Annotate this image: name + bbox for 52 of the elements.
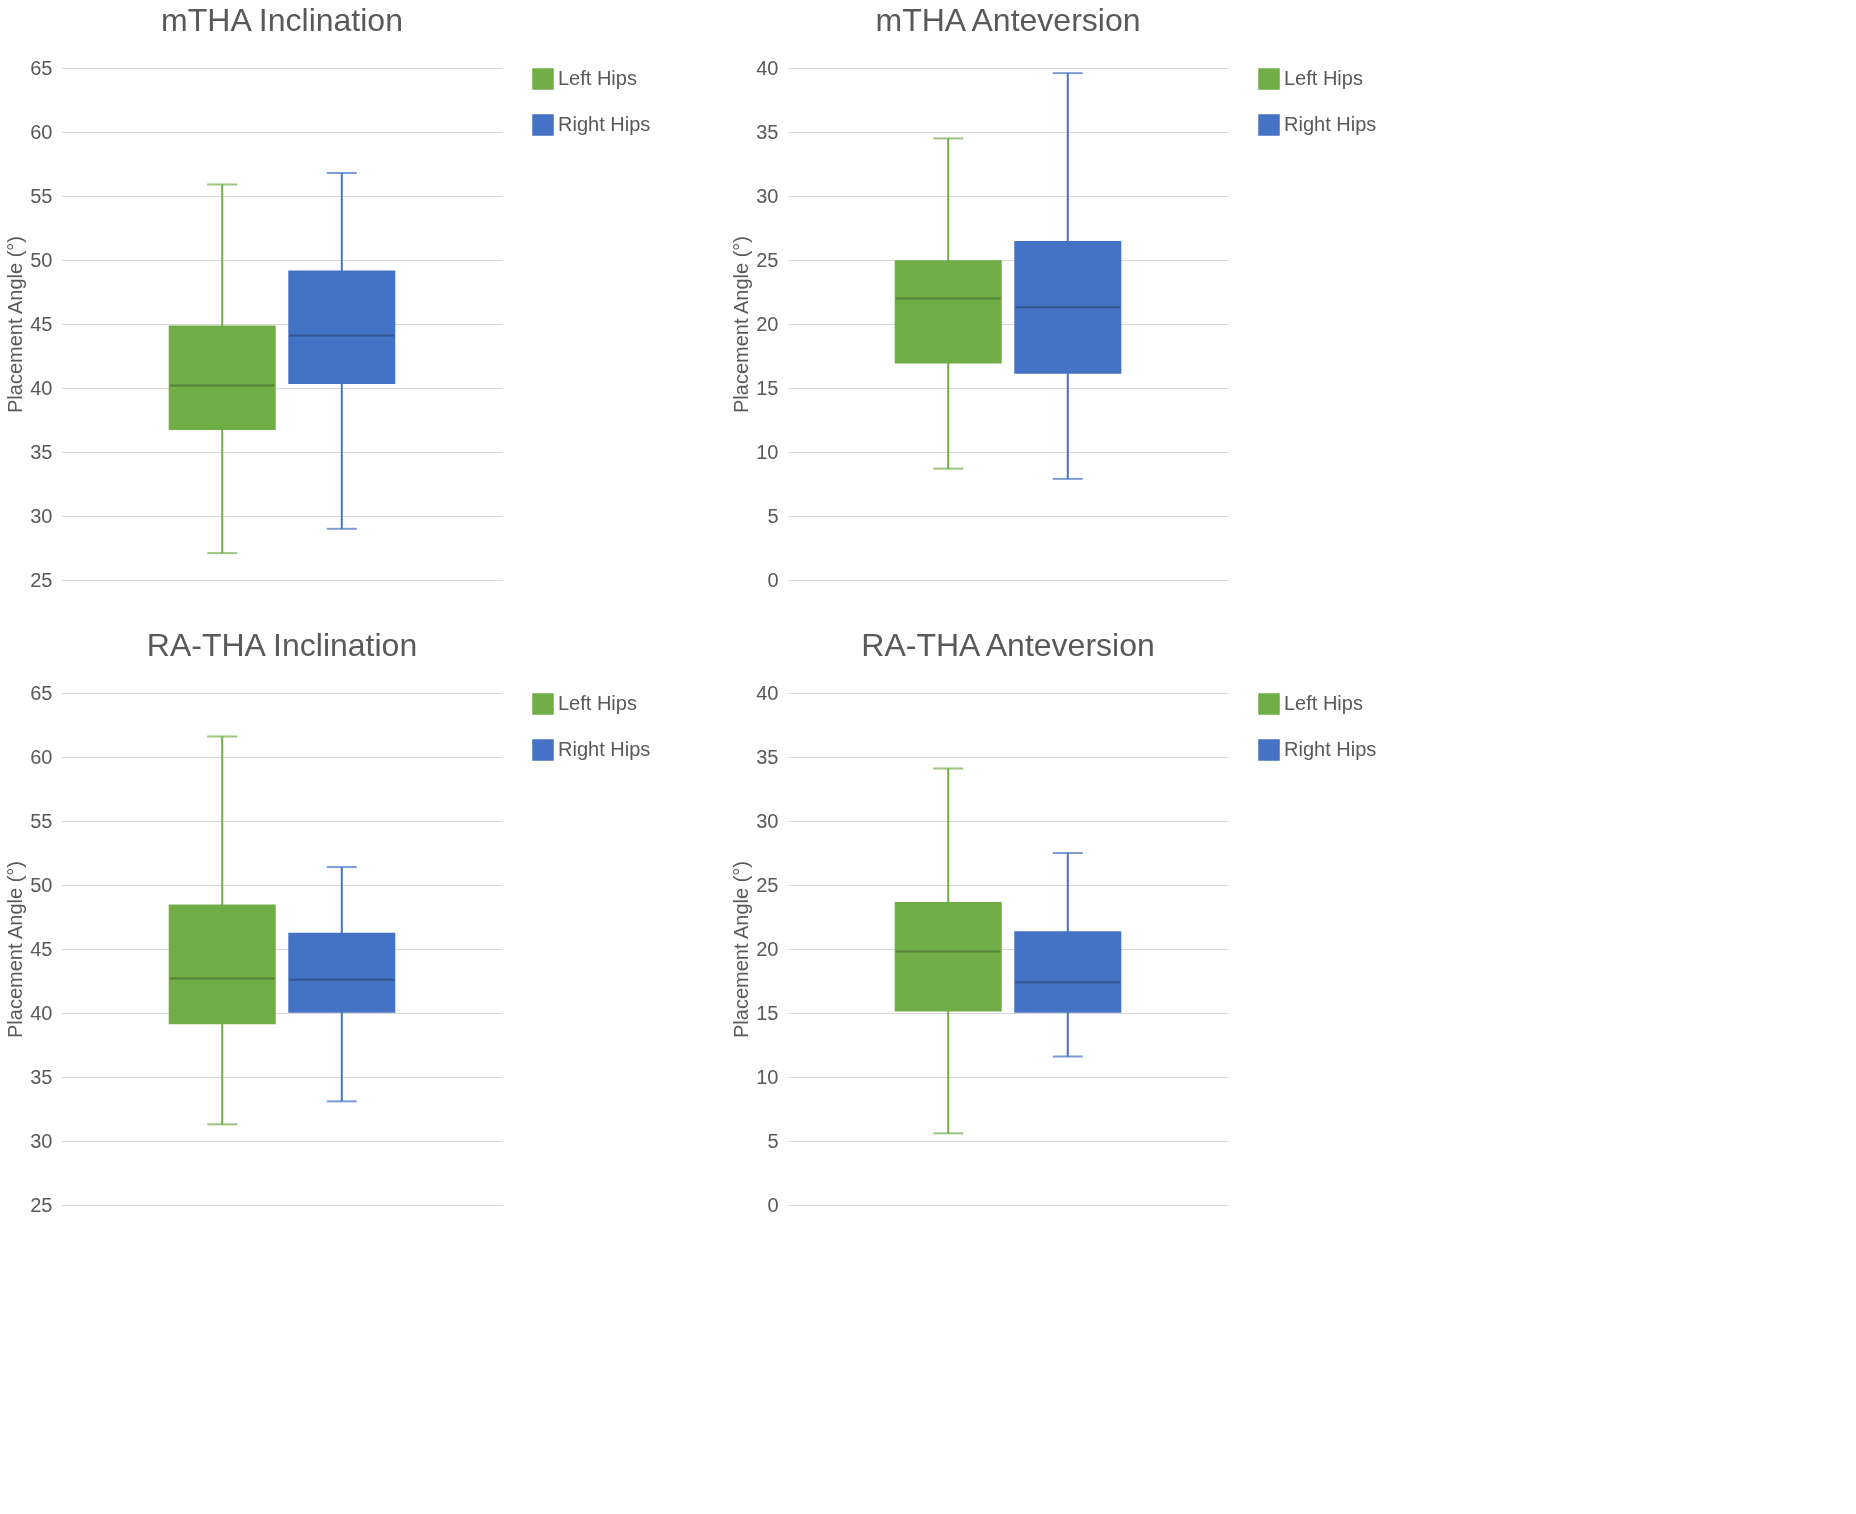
y-tick-label: 25 (30, 1193, 53, 1216)
y-tick-label: 65 (30, 56, 53, 79)
y-tick-label: 50 (30, 248, 53, 271)
y-tick-label: 45 (30, 312, 53, 335)
legend-label: Left Hips (1284, 692, 1363, 714)
y-tick-label: 60 (30, 745, 53, 768)
y-tick-label: 40 (756, 56, 779, 79)
y-tick-label: 35 (30, 1065, 53, 1088)
y-axis-title: Placement Angle (°) (730, 236, 753, 413)
legend-label: Right Hips (558, 113, 651, 135)
y-tick-label: 35 (756, 120, 779, 143)
y-tick-label: 30 (756, 809, 779, 832)
chart-title: mTHA Anteversion (875, 2, 1141, 38)
y-tick-label: 25 (756, 248, 779, 271)
y-tick-label: 35 (30, 440, 53, 463)
y-axis-title: Placement Angle (°) (4, 861, 27, 1038)
chart-title: RA-THA Inclination (146, 627, 418, 663)
legend-label: Right Hips (1284, 738, 1377, 760)
y-tick-label: 40 (756, 681, 779, 704)
y-tick-label: 45 (30, 937, 53, 960)
y-tick-label: 30 (756, 184, 779, 207)
y-tick-label: 15 (756, 1001, 779, 1024)
y-tick-label: 30 (30, 1129, 53, 1152)
y-tick-label: 65 (30, 681, 53, 704)
y-tick-label: 20 (756, 937, 779, 960)
y-tick-label: 10 (756, 440, 779, 463)
legend-label: Left Hips (558, 692, 637, 714)
y-tick-label: 40 (30, 1001, 53, 1024)
y-tick-label: 60 (30, 120, 53, 143)
y-tick-label: 50 (30, 873, 53, 896)
y-tick-label: 55 (30, 809, 53, 832)
chart-title: mTHA Inclination (161, 2, 403, 38)
y-tick-label: 15 (756, 376, 779, 399)
y-tick-label: 25 (30, 568, 53, 591)
y-tick-label: 40 (30, 376, 53, 399)
y-tick-label: 5 (767, 504, 779, 527)
y-axis-title: Placement Angle (°) (730, 861, 753, 1038)
y-tick-label: 55 (30, 184, 53, 207)
y-tick-label: 0 (767, 568, 779, 591)
y-tick-label: 10 (756, 1065, 779, 1088)
legend-label: Left Hips (1284, 67, 1363, 89)
legend-label: Right Hips (558, 738, 651, 760)
y-tick-label: 20 (756, 312, 779, 335)
y-tick-label: 5 (767, 1129, 779, 1152)
legend-label: Left Hips (558, 67, 637, 89)
legend-label: Right Hips (1284, 113, 1377, 135)
y-axis-title: Placement Angle (°) (4, 236, 27, 413)
chart-title: RA-THA Anteversion (861, 627, 1155, 663)
y-tick-label: 25 (756, 873, 779, 896)
y-tick-label: 0 (767, 1193, 779, 1216)
y-tick-label: 30 (30, 504, 53, 527)
y-tick-label: 35 (756, 745, 779, 768)
